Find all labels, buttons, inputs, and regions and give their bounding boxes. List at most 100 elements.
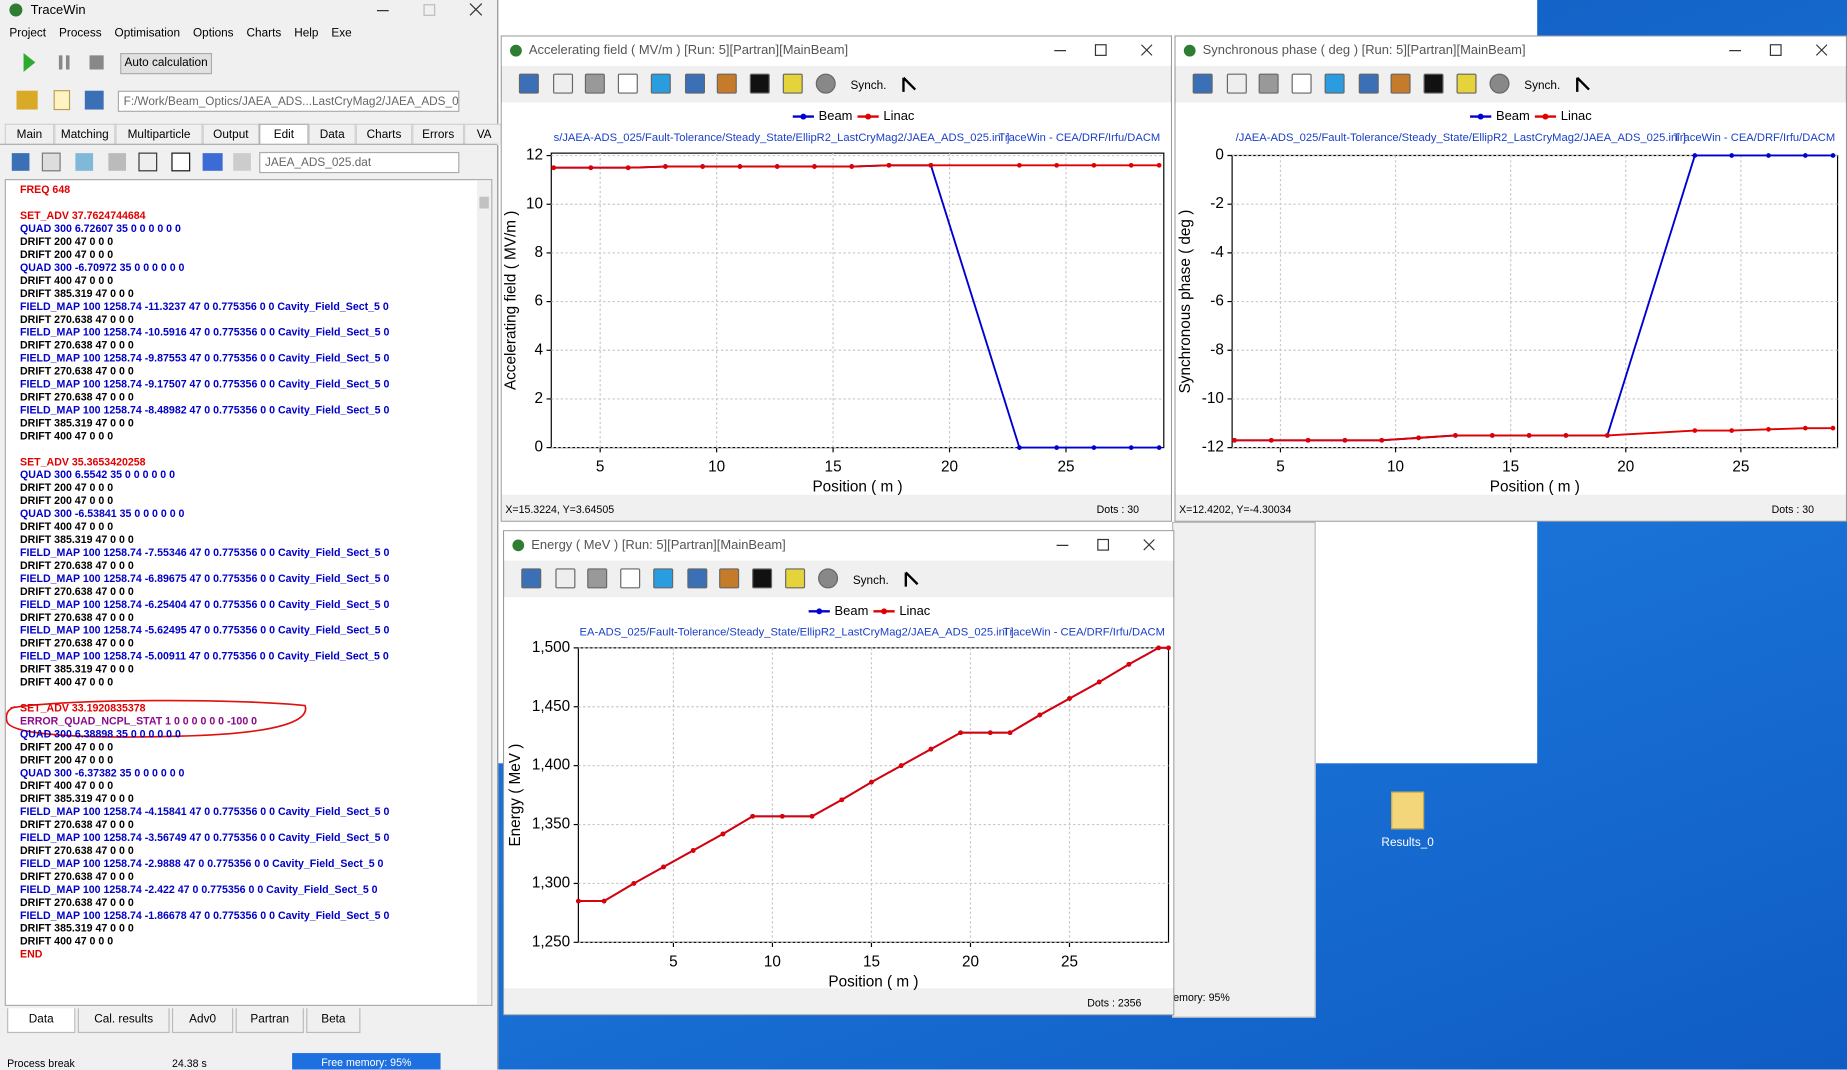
- toolbar-label: Synch.: [853, 574, 889, 587]
- toolbar-icon[interactable]: [1291, 73, 1312, 94]
- open-icon[interactable]: [16, 90, 38, 110]
- menu-item[interactable]: Charts: [246, 27, 282, 41]
- y-tick-label: 0: [1215, 147, 1224, 164]
- tab[interactable]: Errors: [412, 123, 465, 145]
- maximize[interactable]: [423, 4, 436, 16]
- project-path[interactable]: F:/Work/Beam_Optics/JAEA_ADS...LastCryMa…: [117, 90, 460, 112]
- bottom-tab[interactable]: Partran: [235, 1008, 304, 1034]
- tab[interactable]: VA: [464, 123, 505, 145]
- code-line: DRIFT 200 47 0 0 0: [20, 248, 114, 261]
- tool-icon[interactable]: [75, 153, 94, 171]
- tab[interactable]: Data: [308, 123, 356, 145]
- run-button[interactable]: [23, 53, 36, 72]
- close[interactable]: [1140, 44, 1153, 56]
- tool-icon[interactable]: [171, 152, 191, 172]
- scroll-thumb[interactable]: [479, 196, 489, 209]
- toolbar-icon[interactable]: [1423, 73, 1444, 94]
- tab[interactable]: Output: [202, 123, 260, 145]
- editor[interactable]: FREQ 648 SET_ADV 37.7624744684 QUAD 300 6.…: [4, 179, 493, 1006]
- toolbar-icon[interactable]: [587, 568, 608, 589]
- data-point: [1416, 435, 1421, 441]
- tab[interactable]: Matching: [54, 123, 116, 145]
- bottom-tab[interactable]: Adv0: [171, 1008, 234, 1034]
- toolbar-icon[interactable]: [815, 73, 836, 94]
- bottom-tab[interactable]: Beta: [306, 1008, 361, 1034]
- toolbar-icon[interactable]: [687, 568, 708, 589]
- toolbar-icon[interactable]: [1358, 73, 1379, 94]
- bottom-tab[interactable]: Cal. results: [77, 1008, 170, 1034]
- toolbar-icon[interactable]: [782, 73, 803, 94]
- toolbar-icon[interactable]: [684, 73, 705, 94]
- edit-toolbar[interactable]: [7, 150, 254, 176]
- toolbar-icon[interactable]: [749, 73, 770, 94]
- help-icon[interactable]: [904, 571, 919, 587]
- toolbar-icon[interactable]: [1258, 73, 1279, 94]
- toolbar-icon[interactable]: [719, 568, 740, 589]
- toolbar-icon[interactable]: [617, 73, 638, 94]
- menu-item[interactable]: Exe: [331, 27, 352, 41]
- maximize[interactable]: [1769, 44, 1782, 56]
- legend-dot: [1542, 113, 1549, 120]
- maximize[interactable]: [1094, 44, 1107, 56]
- tab[interactable]: Charts: [355, 123, 413, 145]
- close[interactable]: [1143, 539, 1155, 551]
- new-icon[interactable]: [53, 90, 71, 111]
- toolbar-icon[interactable]: [620, 568, 641, 589]
- title-bar: [501, 36, 1171, 66]
- toolbar-icon[interactable]: [521, 568, 542, 589]
- tab[interactable]: Multiparticle: [115, 123, 203, 145]
- toolbar-icon[interactable]: [1324, 73, 1345, 94]
- menu-item[interactable]: Optimisation: [114, 27, 181, 41]
- tool-icon[interactable]: [108, 153, 127, 171]
- tool-icon[interactable]: [202, 153, 223, 171]
- data-point: [1128, 445, 1134, 450]
- menu-item[interactable]: Options: [192, 27, 234, 41]
- stop-button[interactable]: [89, 55, 104, 70]
- maximize[interactable]: [1097, 538, 1110, 551]
- code-line: FIELD_MAP 100 1258.74 -5.00911 47 0 0.77…: [20, 650, 389, 662]
- help-icon[interactable]: [1576, 76, 1590, 92]
- toolbar-icon[interactable]: [1489, 73, 1510, 94]
- toolbar-icon[interactable]: [1390, 73, 1411, 94]
- toolbar-icon[interactable]: [752, 568, 773, 589]
- close[interactable]: [469, 3, 483, 16]
- toolbar-icon[interactable]: [518, 73, 539, 94]
- toolbar-icon[interactable]: [716, 73, 737, 94]
- tool-icon[interactable]: [41, 152, 61, 172]
- window-icon: [512, 539, 525, 552]
- tool-icon[interactable]: [233, 153, 251, 171]
- menu-item[interactable]: Help: [294, 27, 319, 41]
- bottom-tab[interactable]: Data: [7, 1008, 76, 1034]
- tool-icon[interactable]: [11, 153, 30, 171]
- data-point: [1054, 162, 1060, 168]
- file-name[interactable]: JAEA_ADS_025.dat: [259, 151, 460, 174]
- tab[interactable]: Main: [4, 123, 55, 145]
- toolbar-icon[interactable]: [818, 568, 839, 589]
- toolbar-icon[interactable]: [650, 73, 671, 94]
- code-line: FIELD_MAP 100 1258.74 -2.422 47 0 0.7753…: [20, 883, 378, 896]
- toolbar-icon[interactable]: [653, 568, 674, 589]
- toolbar-icon[interactable]: [1192, 73, 1213, 94]
- toolbar-icon[interactable]: [785, 568, 806, 589]
- run-controls[interactable]: [16, 49, 110, 75]
- help-icon[interactable]: [902, 76, 917, 92]
- pause-button[interactable]: [58, 55, 63, 70]
- menu-item[interactable]: Project: [9, 27, 47, 41]
- menu-item[interactable]: Process: [59, 27, 102, 41]
- toolbar-icon[interactable]: [1226, 73, 1247, 94]
- x-tick-label: 25: [1057, 459, 1074, 476]
- close[interactable]: [1815, 44, 1828, 56]
- scrollbar[interactable]: [477, 180, 492, 1005]
- tool-icon[interactable]: [138, 152, 158, 172]
- toolbar-icon[interactable]: [553, 73, 574, 94]
- file-toolbar[interactable]: [12, 87, 112, 115]
- window-buttons[interactable]: [365, 0, 495, 21]
- desktop-icon[interactable]: Results_0: [1381, 787, 1434, 849]
- auto-calculation-button[interactable]: Auto calculation: [120, 53, 213, 75]
- tab[interactable]: Edit: [259, 123, 309, 145]
- y-tick-label: -6: [1210, 293, 1224, 310]
- save-icon[interactable]: [84, 90, 104, 110]
- toolbar-icon[interactable]: [1456, 73, 1477, 94]
- toolbar-icon[interactable]: [555, 568, 576, 589]
- toolbar-icon[interactable]: [584, 73, 605, 94]
